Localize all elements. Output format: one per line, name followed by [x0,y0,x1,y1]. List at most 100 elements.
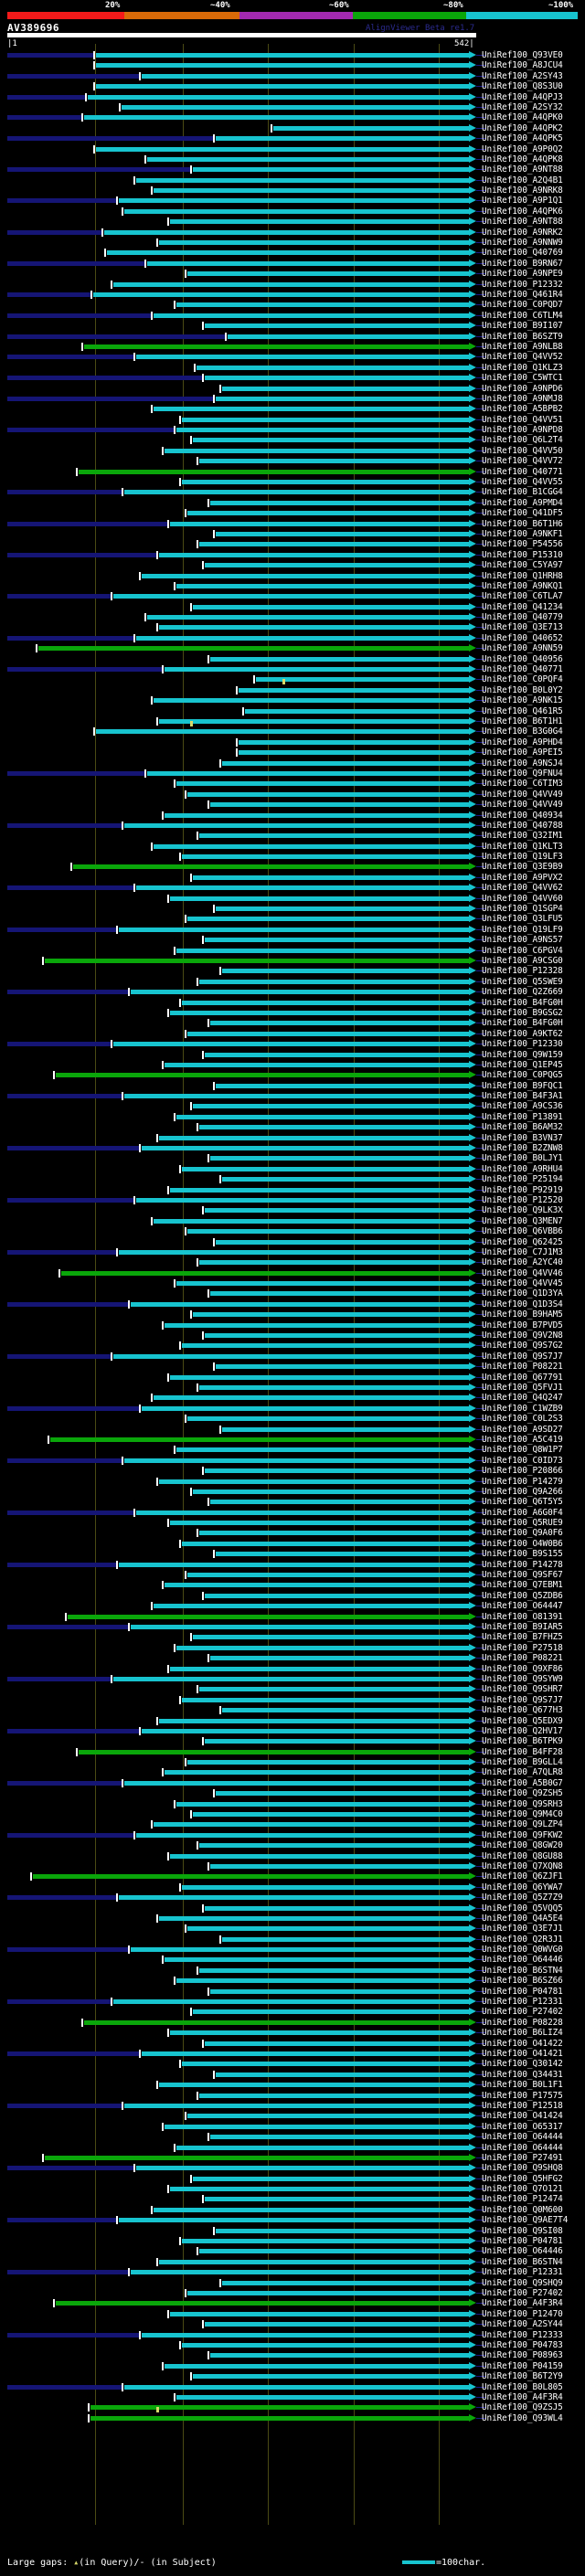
hsp-bar[interactable] [210,1291,469,1297]
hsp-bar[interactable] [147,770,469,776]
table-row[interactable]: UniRef100_A5C419 [0,1435,585,1445]
hsp-bar[interactable] [196,365,469,370]
hsp-bar[interactable] [124,1458,469,1463]
table-row[interactable]: UniRef100_P04159 [0,2361,585,2371]
table-row[interactable]: UniRef100_Q5HFG2 [0,2174,585,2184]
table-row[interactable]: UniRef100_Q34431 [0,2070,585,2080]
hit-id-label[interactable]: UniRef100_A8JCU4 [482,60,563,71]
hit-id-label[interactable]: UniRef100_B0LJY1 [482,1153,563,1164]
hsp-bar[interactable] [181,417,469,422]
hsp-bar[interactable] [112,281,469,287]
hit-id-label[interactable]: UniRef100_A4QPK8 [482,154,563,164]
hsp-bar[interactable] [165,1770,469,1776]
hsp-bar[interactable] [198,979,469,984]
hit-id-label[interactable]: UniRef100_P04781 [482,1986,563,1997]
hsp-bar[interactable] [193,1104,469,1109]
hit-id-label[interactable]: UniRef100_P04783 [482,2339,563,2350]
hsp-bar[interactable] [227,334,469,339]
hit-id-label[interactable]: UniRef100_Q9XF86 [482,1663,563,1674]
hsp-bar[interactable] [210,2135,469,2140]
hsp-bar[interactable] [204,2041,469,2046]
hit-id-label[interactable]: UniRef100_Q8GW20 [482,1840,563,1851]
table-row[interactable]: UniRef100_A9NSJ4 [0,758,585,769]
hsp-bar[interactable] [38,646,469,652]
hit-id-label[interactable]: UniRef100_C5WTC1 [482,373,563,384]
hsp-bar[interactable] [193,1489,469,1494]
table-row[interactable]: UniRef100_Q9M4C0 [0,1809,585,1819]
hsp-bar[interactable] [130,1947,469,1953]
hit-id-label[interactable]: UniRef100_A9PHD4 [482,737,563,747]
hit-id-label[interactable]: UniRef100_A4QPK5 [482,133,563,144]
hit-id-label[interactable]: UniRef100_A9NRK2 [482,227,563,238]
table-row[interactable]: UniRef100_Q9A266 [0,1487,585,1497]
hit-id-label[interactable]: UniRef100_Q9V2N8 [482,1330,563,1341]
table-row[interactable]: UniRef100_P08963 [0,2350,585,2360]
table-row[interactable]: UniRef100_P12474 [0,2194,585,2204]
hit-id-label[interactable]: UniRef100_Q7O121 [482,2184,563,2195]
table-row[interactable]: UniRef100_Q5SWE9 [0,977,585,987]
hit-id-label[interactable]: UniRef100_Q40956 [482,653,563,664]
table-row[interactable]: UniRef100_P27518 [0,1643,585,1653]
hit-id-label[interactable]: UniRef100_Q67791 [482,1372,563,1383]
hsp-bar[interactable] [84,115,469,121]
hsp-bar[interactable] [170,1010,469,1015]
hsp-bar[interactable] [124,490,469,495]
table-row[interactable]: UniRef100_A9PHD4 [0,737,585,747]
table-row[interactable]: UniRef100_P27402 [0,2288,585,2298]
hsp-bar[interactable] [170,1187,469,1193]
hsp-bar[interactable] [90,2415,469,2421]
table-row[interactable]: UniRef100_C6PGV4 [0,946,585,956]
hit-id-label[interactable]: UniRef100_A9P1Q1 [482,196,563,207]
table-row[interactable]: UniRef100_O81391 [0,1612,585,1622]
hsp-bar[interactable] [112,1676,469,1681]
hit-id-label[interactable]: UniRef100_Q30142 [482,2059,563,2070]
hit-id-label[interactable]: UniRef100_Q1SGP4 [482,904,563,915]
hsp-bar[interactable] [130,1301,469,1307]
table-row[interactable]: UniRef100_P12332 [0,280,585,290]
hsp-bar[interactable] [158,240,469,246]
hit-id-label[interactable]: UniRef100_P04781 [482,2236,563,2247]
hit-id-label[interactable]: UniRef100_A9NLB8 [482,341,563,352]
hsp-bar[interactable] [198,459,469,464]
table-row[interactable]: UniRef100_A4QPJ3 [0,92,585,102]
hsp-bar[interactable] [95,53,469,58]
hsp-bar[interactable] [118,1249,469,1255]
hit-id-label[interactable]: UniRef100_A9NNW9 [482,238,563,249]
hit-id-label[interactable]: UniRef100_Q8S3U0 [482,81,563,92]
hit-id-label[interactable]: UniRef100_P20866 [482,1466,563,1477]
table-row[interactable]: UniRef100_P08221 [0,1362,585,1372]
table-row[interactable]: UniRef100_P54556 [0,539,585,549]
hsp-bar[interactable] [193,2374,469,2380]
table-row[interactable]: UniRef100_Q9LZP4 [0,1819,585,1829]
hsp-bar[interactable] [198,1967,469,1973]
hsp-bar[interactable] [187,271,469,277]
hit-id-label[interactable]: UniRef100_Q4VV49 [482,800,563,811]
hsp-bar[interactable] [210,2353,469,2359]
hit-id-label[interactable]: UniRef100_O65317 [482,2121,563,2132]
hit-id-label[interactable]: UniRef100_A9NKQ1 [482,580,563,591]
hit-id-label[interactable]: UniRef100_Q4VV72 [482,456,563,467]
table-row[interactable]: UniRef100_Q1D3S4 [0,1299,585,1309]
table-row[interactable]: UniRef100_B9S155 [0,1549,585,1559]
table-row[interactable]: UniRef100_Q93VE0 [0,50,585,60]
hsp-bar[interactable] [181,2239,469,2244]
hit-id-label[interactable]: UniRef100_P12330 [482,1039,563,1050]
hit-id-label[interactable]: UniRef100_B9I107 [482,321,563,332]
hit-id-label[interactable]: UniRef100_Q3E7J1 [482,1924,563,1935]
hsp-bar[interactable] [204,938,469,943]
table-row[interactable]: UniRef100_Q3MEN7 [0,1216,585,1226]
hsp-bar[interactable] [204,323,469,329]
table-row[interactable]: UniRef100_A4F3R4 [0,2298,585,2308]
table-row[interactable]: UniRef100_C0PQD7 [0,300,585,310]
hsp-bar[interactable] [104,229,469,235]
hit-id-label[interactable]: UniRef100_Q9S7J7 [482,1351,563,1362]
hit-id-label[interactable]: UniRef100_Q5ZDB6 [482,1590,563,1601]
hsp-bar[interactable] [193,604,469,610]
table-row[interactable]: UniRef100_P04781 [0,1987,585,1997]
hsp-bar[interactable] [170,896,469,901]
hit-id-label[interactable]: UniRef100_A9NT88 [482,164,563,175]
hit-id-label[interactable]: UniRef100_Q5SWE9 [482,976,563,987]
hsp-bar[interactable] [170,2311,469,2316]
hit-id-label[interactable]: UniRef100_B9RN67 [482,258,563,269]
hsp-bar[interactable] [204,563,469,568]
